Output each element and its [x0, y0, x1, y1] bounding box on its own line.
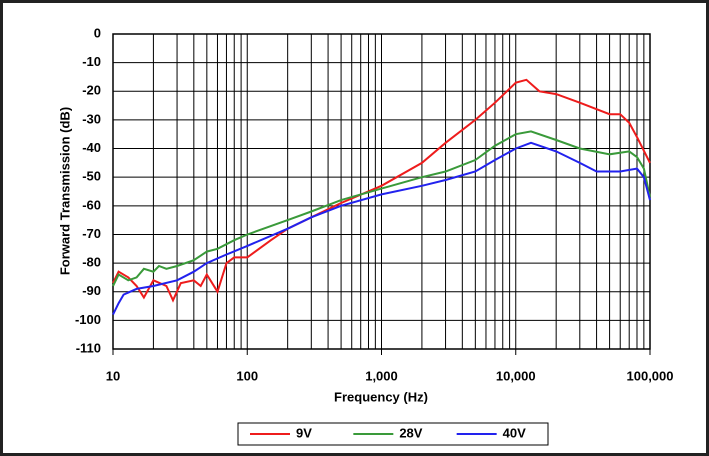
y-tick-label: -10 [82, 54, 101, 69]
x-tick-label: 100 [236, 368, 258, 383]
y-tick-label: -20 [82, 83, 101, 98]
y-tick-label: -50 [82, 169, 101, 184]
y-tick-label: -40 [82, 140, 101, 155]
series-line [112, 130, 651, 287]
plot-border [112, 33, 651, 350]
y-tick-label: -90 [82, 283, 101, 298]
y-tick-label: -80 [82, 255, 101, 270]
x-tick-label: 100,000 [627, 368, 674, 383]
y-tick-label: -110 [76, 340, 101, 355]
y-tick-label: -30 [82, 111, 101, 126]
x-tick-label: 10 [106, 368, 120, 383]
series-line [112, 141, 651, 316]
y-tick-label: 0 [94, 25, 101, 40]
y-tick-label: -100 [75, 312, 101, 327]
x-tick-label: 1,000 [365, 368, 398, 383]
legend-label: 9V [296, 425, 312, 440]
y-tick-label: -60 [82, 197, 101, 212]
x-tick-label: 10,000 [496, 368, 536, 383]
y-axis-label: Forward Transmission (dB) [57, 107, 72, 275]
x-axis-label: Frequency (Hz) [334, 389, 428, 404]
legend-label: 40V [503, 425, 526, 440]
legend-label: 28V [399, 425, 422, 440]
y-tick-label: -70 [82, 226, 101, 241]
